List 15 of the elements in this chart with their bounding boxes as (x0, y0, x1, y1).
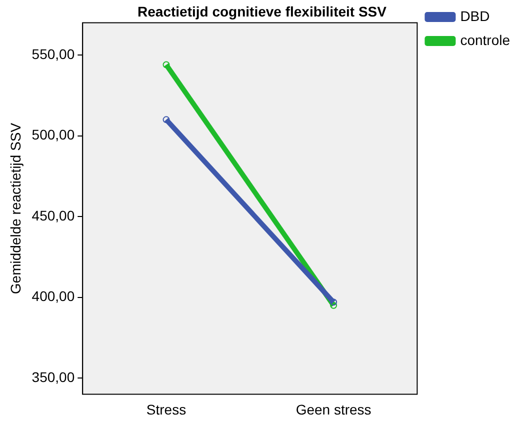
y-tick-label: 500,00 (32, 126, 75, 143)
point (162, 116, 170, 124)
chart-title: Reactietijd cognitieve flexibiliteit SSV (138, 3, 388, 20)
point (162, 61, 170, 68)
legend-label: controle (460, 32, 510, 48)
y-tick-label: 400,00 (32, 288, 75, 304)
point (330, 302, 338, 309)
x-tick-label: Stress (146, 401, 186, 418)
y-tick-label: 550,00 (32, 46, 75, 62)
y-tick-label: 350,00 (32, 368, 75, 385)
y-tick-label: 450,00 (32, 207, 75, 224)
point (330, 298, 338, 306)
y-axis-title: Gemiddelde reactietijd SSV (7, 122, 24, 294)
x-tick-label: Geen stress (296, 401, 372, 418)
legend-label: DBD (460, 8, 490, 24)
